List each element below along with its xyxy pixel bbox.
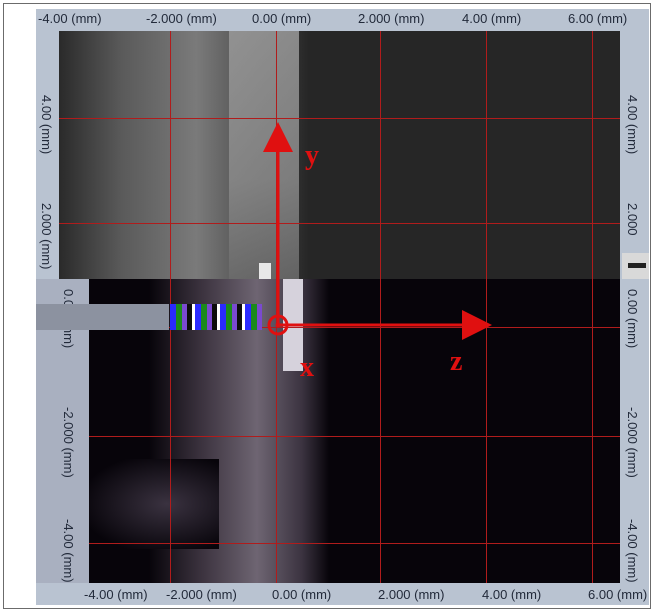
left-ruler-tick: 4.00 (mm) [39,95,54,155]
grid-line [486,279,487,583]
left-ruler-tick: -2.000 (mm) [61,407,76,478]
right-ruler-tick: 2.000 [625,203,640,236]
top-ruler-tick: 4.00 (mm) [462,11,522,26]
bottom-ruler-tick: 6.00 (mm) [588,587,648,602]
top-image-panel[interactable] [59,31,620,279]
grid-line [170,279,171,583]
right-ruler-tick: -2.000 (mm) [625,407,640,478]
soft-tissue-region [89,459,219,549]
x-axis-label: x [300,352,314,383]
top-ruler-tick: -4.00 (mm) [38,11,102,26]
bone-cortex [229,31,299,279]
top-ruler-tick: 2.000 (mm) [358,11,425,26]
handle-bar [628,263,646,268]
right-ruler-tick: 4.00 (mm) [625,95,640,155]
top-ruler-tick: 6.00 (mm) [568,11,628,26]
left-ruler-tick: 2.000 (mm) [39,203,54,270]
left-ruler-tick: -4.00 (mm) [61,519,76,583]
grid-line [276,279,277,583]
corner-handle[interactable] [622,253,649,279]
top-ruler: -4.00 (mm) -2.000 (mm) 0.00 (mm) 2.000 (… [36,9,649,31]
bottom-ruler-tick: 4.00 (mm) [482,587,542,602]
grid-line [89,436,620,437]
bottom-ruler-tick: -4.00 (mm) [84,587,148,602]
grid-line [59,118,620,119]
right-ruler-tick: 0.00 (mm) [625,289,640,349]
grid-line [89,543,620,544]
right-ruler-top: 4.00 (mm) 2.000 [620,31,649,279]
bottom-ruler: -4.00 (mm) -2.000 (mm) 0.00 (mm) 2.000 (… [36,583,649,605]
artifact-band [36,304,169,330]
left-ruler-top: 4.00 (mm) 2.000 (mm) [36,31,59,279]
grid-line [380,31,381,279]
grid-line [380,279,381,583]
grid-line [59,223,620,224]
grid-line [89,327,620,328]
grid-line [592,31,593,279]
bottom-ruler-tick: -2.000 (mm) [166,587,237,602]
grid-line [276,31,277,279]
z-axis-label: z [450,346,463,377]
top-ruler-tick: -2.000 (mm) [146,11,217,26]
bottom-ruler-tick: 2.000 (mm) [378,587,445,602]
top-ruler-tick: 0.00 (mm) [252,11,312,26]
grid-line [170,31,171,279]
implant-tip [259,263,271,279]
bottom-ruler-tick: 0.00 (mm) [272,587,332,602]
y-axis-label: y [305,140,319,171]
right-ruler-bottom: 0.00 (mm) -2.000 (mm) -4.00 (mm) [620,279,649,583]
grid-line [592,279,593,583]
grid-line [486,31,487,279]
right-ruler-tick: -4.00 (mm) [625,519,640,583]
color-artifact [170,304,262,330]
